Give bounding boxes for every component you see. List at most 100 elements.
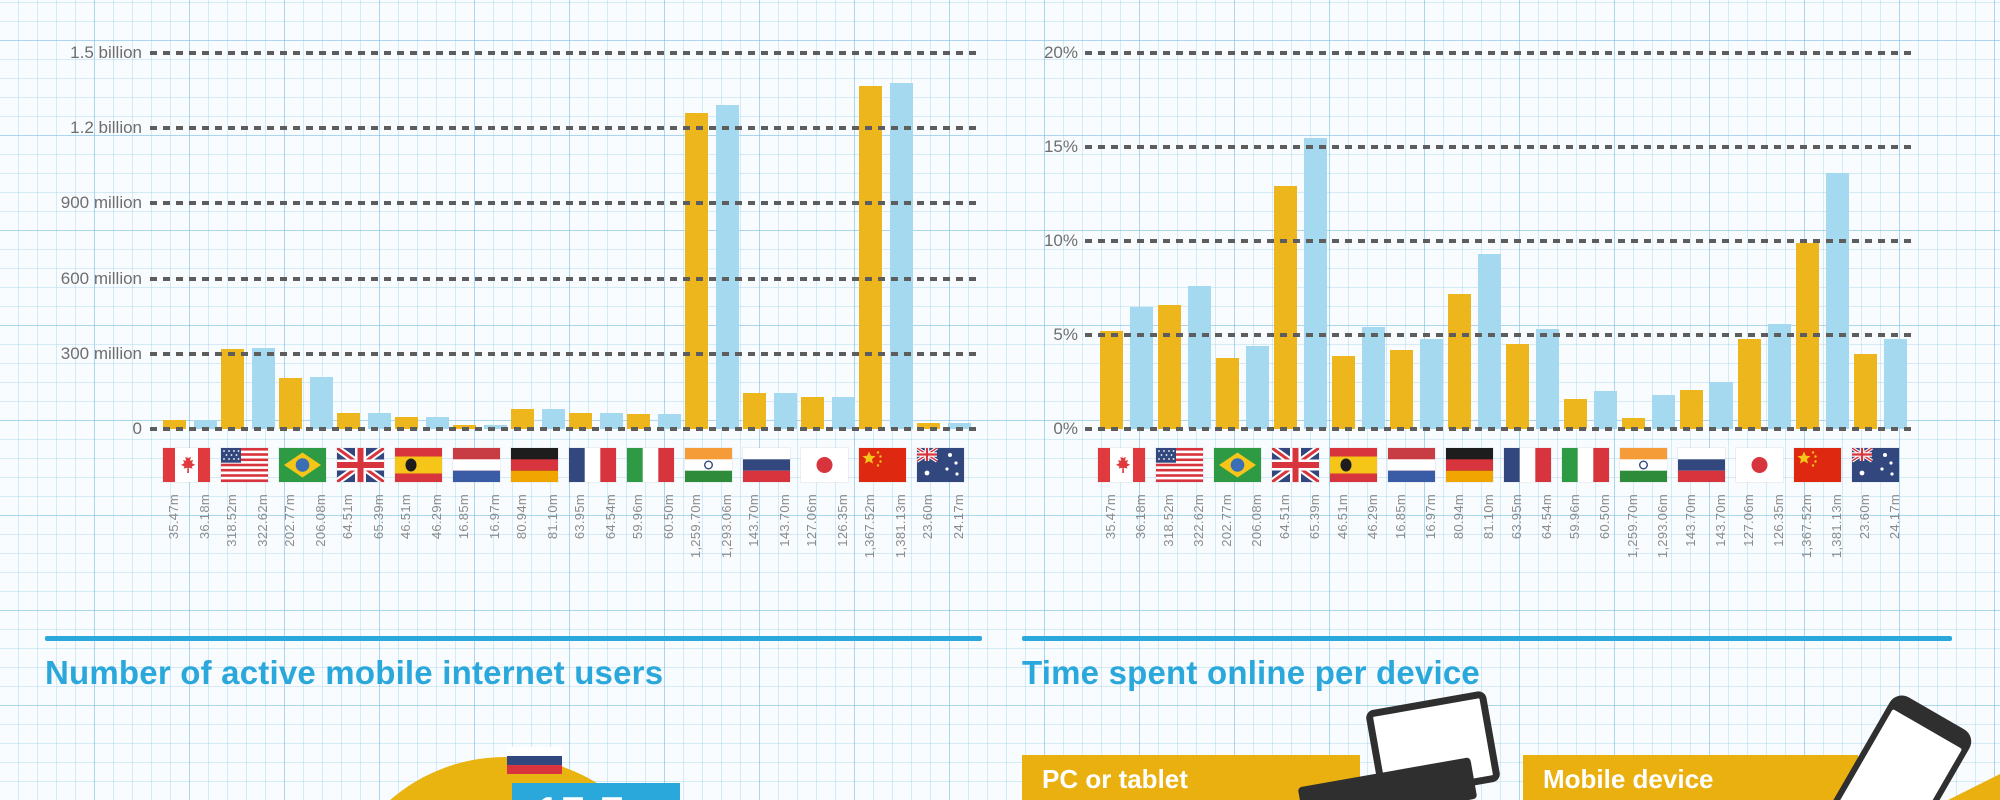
bar-yellow-italy xyxy=(627,413,650,429)
bar-blue-japan xyxy=(1768,323,1791,429)
x-tick-label: 36.18m xyxy=(1133,494,1148,540)
y-axis-label: 20% xyxy=(1043,43,1078,62)
flag-spain-icon xyxy=(1330,448,1377,482)
gridline xyxy=(150,427,982,431)
x-tick-label: 46.51m xyxy=(398,494,413,540)
y-axis-label: 5% xyxy=(1053,325,1078,344)
bar-yellow-brazil xyxy=(279,378,302,429)
bar-blue-japan xyxy=(832,397,855,429)
flag-netherlands-icon xyxy=(453,448,500,482)
x-tick-label: 1,293.06m xyxy=(719,494,734,559)
bar-blue-india xyxy=(1652,395,1675,429)
bar-yellow-italy xyxy=(1564,398,1587,429)
flag-australia-icon xyxy=(917,448,964,482)
yellow-corner-wedge xyxy=(1948,774,2000,800)
bar-yellow-brazil xyxy=(1216,357,1239,429)
flag-japan-icon xyxy=(1736,448,1783,482)
x-tick-label: 16.97m xyxy=(1423,494,1438,540)
x-tick-label: 23.60m xyxy=(920,494,935,540)
x-tick-label: 143.70m xyxy=(746,494,761,547)
y-axis-label: 300 million xyxy=(60,343,142,363)
x-tick-label: 126.35m xyxy=(1771,494,1786,547)
bar-yellow-netherlands xyxy=(1390,350,1413,429)
x-tick-label: 143.70m xyxy=(1713,494,1728,547)
bar-yellow-canada xyxy=(1100,331,1123,429)
mobile-device-label: Mobile device xyxy=(1543,764,1714,794)
bar-yellow-australia xyxy=(1854,353,1877,429)
x-tick-label: 1,367.52m xyxy=(862,494,877,559)
x-tick-label: 318.52m xyxy=(1161,494,1176,547)
gridline xyxy=(1085,239,1917,243)
bar-yellow-france xyxy=(569,412,592,429)
bar-yellow-germany xyxy=(511,408,534,429)
stat-value: 17.7 xyxy=(536,788,680,800)
left-section-divider xyxy=(45,636,982,641)
x-tick-label: 1,293.06m xyxy=(1655,494,1670,559)
x-tick-label: 65.39m xyxy=(1307,494,1322,540)
flag-russia-icon xyxy=(743,448,790,482)
bar-yellow-spain xyxy=(1332,355,1355,429)
x-tick-label: 1,381.13m xyxy=(893,494,908,559)
bar-blue-spain xyxy=(1362,327,1385,429)
x-tick-label: 24.17m xyxy=(951,494,966,540)
flag-india-icon xyxy=(1620,448,1667,482)
bar-blue-canada xyxy=(194,419,217,429)
x-tick-label: 81.10m xyxy=(1481,494,1496,540)
x-tick-label: 127.06m xyxy=(1741,494,1756,547)
flag-brazil-icon xyxy=(1214,448,1261,482)
gridline xyxy=(1085,333,1917,337)
flag-italy-icon xyxy=(1562,448,1609,482)
flag-spain-icon xyxy=(395,448,442,482)
bar-yellow-russia xyxy=(743,392,766,429)
gridline xyxy=(150,276,982,281)
x-tick-label: 35.47m xyxy=(166,494,181,540)
x-tick-label: 206.08m xyxy=(1249,494,1264,547)
bar-yellow-usa xyxy=(221,349,244,429)
bar-blue-uk xyxy=(368,412,391,429)
y-axis-label: 0% xyxy=(1053,419,1078,438)
x-tick-label: 36.18m xyxy=(197,494,212,540)
x-tick-label: 64.54m xyxy=(603,494,618,540)
x-tick-label: 1,259.70m xyxy=(1625,494,1640,559)
left-section-title: Number of active mobile internet users xyxy=(45,654,664,691)
x-tick-label: 16.97m xyxy=(487,494,502,540)
x-tick-label: 46.51m xyxy=(1335,494,1350,540)
bar-yellow-japan xyxy=(801,397,824,429)
flag-india-icon xyxy=(685,448,732,482)
x-tick-label: 1,381.13m xyxy=(1829,494,1844,559)
x-tick-label: 80.94m xyxy=(1451,494,1466,540)
bar-blue-canada xyxy=(1130,306,1153,429)
bar-blue-usa xyxy=(1188,286,1211,429)
flag-canada-icon xyxy=(163,448,210,482)
flag-canada-icon xyxy=(1098,448,1145,482)
bar-blue-australia xyxy=(948,422,971,429)
x-tick-label: 46.29m xyxy=(1365,494,1380,540)
gridline xyxy=(150,201,982,206)
bar-blue-australia xyxy=(1884,338,1907,429)
flag-usa-icon xyxy=(221,448,268,482)
bar-blue-china xyxy=(1826,173,1849,429)
flag-uk-icon xyxy=(337,448,384,482)
bar-blue-germany xyxy=(1478,254,1501,429)
x-tick-label: 127.06m xyxy=(804,494,819,547)
bar-yellow-india xyxy=(1622,417,1645,429)
bar-blue-italy xyxy=(1594,391,1617,429)
bar-blue-germany xyxy=(542,408,565,429)
gridline xyxy=(1085,145,1917,149)
bar-yellow-india xyxy=(685,113,708,429)
bar-yellow-usa xyxy=(1158,304,1181,429)
mobile-device-banner: Mobile device xyxy=(1523,755,1858,800)
x-tick-label: 126.35m xyxy=(835,494,850,547)
pc-or-tablet-label: PC or tablet xyxy=(1042,764,1188,794)
x-tick-label: 60.50m xyxy=(1597,494,1612,540)
right-section-divider xyxy=(1022,636,1952,641)
flag-russia-icon xyxy=(1678,448,1725,482)
bar-blue-india xyxy=(716,104,739,429)
x-tick-label: 322.62m xyxy=(255,494,270,547)
bar-blue-france xyxy=(1536,329,1559,429)
bar-blue-russia xyxy=(774,392,797,429)
flag-japan-icon xyxy=(801,448,848,482)
flag-china-icon xyxy=(1794,448,1841,482)
y-axis-label: 600 million xyxy=(60,268,142,288)
